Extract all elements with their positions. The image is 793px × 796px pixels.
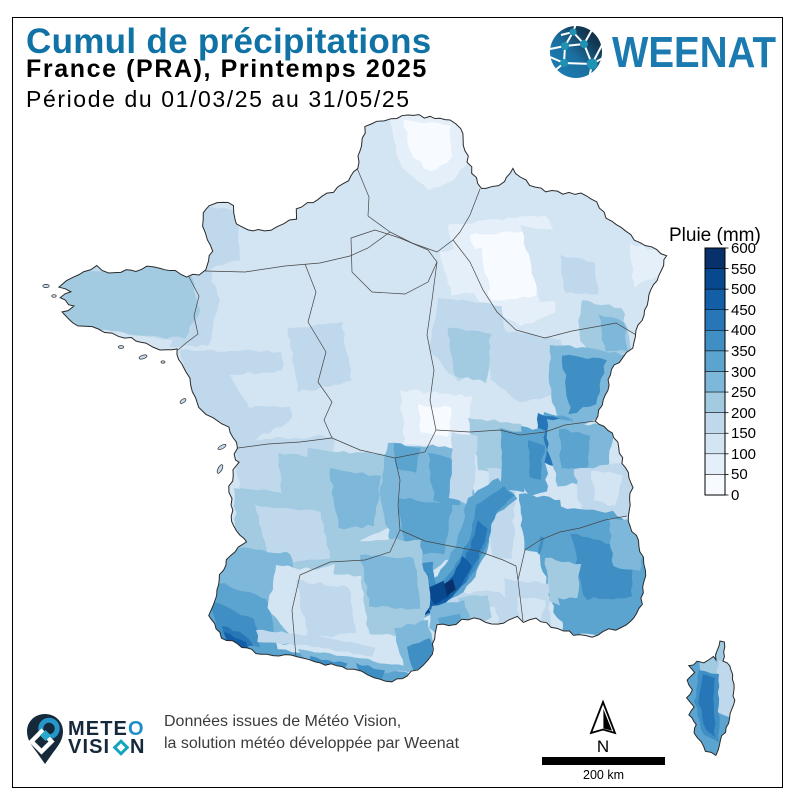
svg-text:100: 100 <box>731 446 756 463</box>
svg-text:METEO: METEO <box>68 718 145 740</box>
svg-text:350: 350 <box>731 343 756 360</box>
svg-text:250: 250 <box>731 384 756 401</box>
svg-text:600: 600 <box>731 240 756 257</box>
svg-text:50: 50 <box>731 466 748 483</box>
svg-text:150: 150 <box>731 425 756 442</box>
svg-text:550: 550 <box>731 261 756 278</box>
svg-text:VISI: VISI <box>68 736 110 758</box>
svg-text:200: 200 <box>731 405 756 422</box>
svg-text:WEENAT: WEENAT <box>612 28 776 77</box>
svg-text:300: 300 <box>731 364 756 381</box>
svg-text:N: N <box>130 736 144 758</box>
svg-text:400: 400 <box>731 322 756 339</box>
svg-text:500: 500 <box>731 281 756 298</box>
svg-text:450: 450 <box>731 302 756 319</box>
svg-text:0: 0 <box>731 487 739 504</box>
